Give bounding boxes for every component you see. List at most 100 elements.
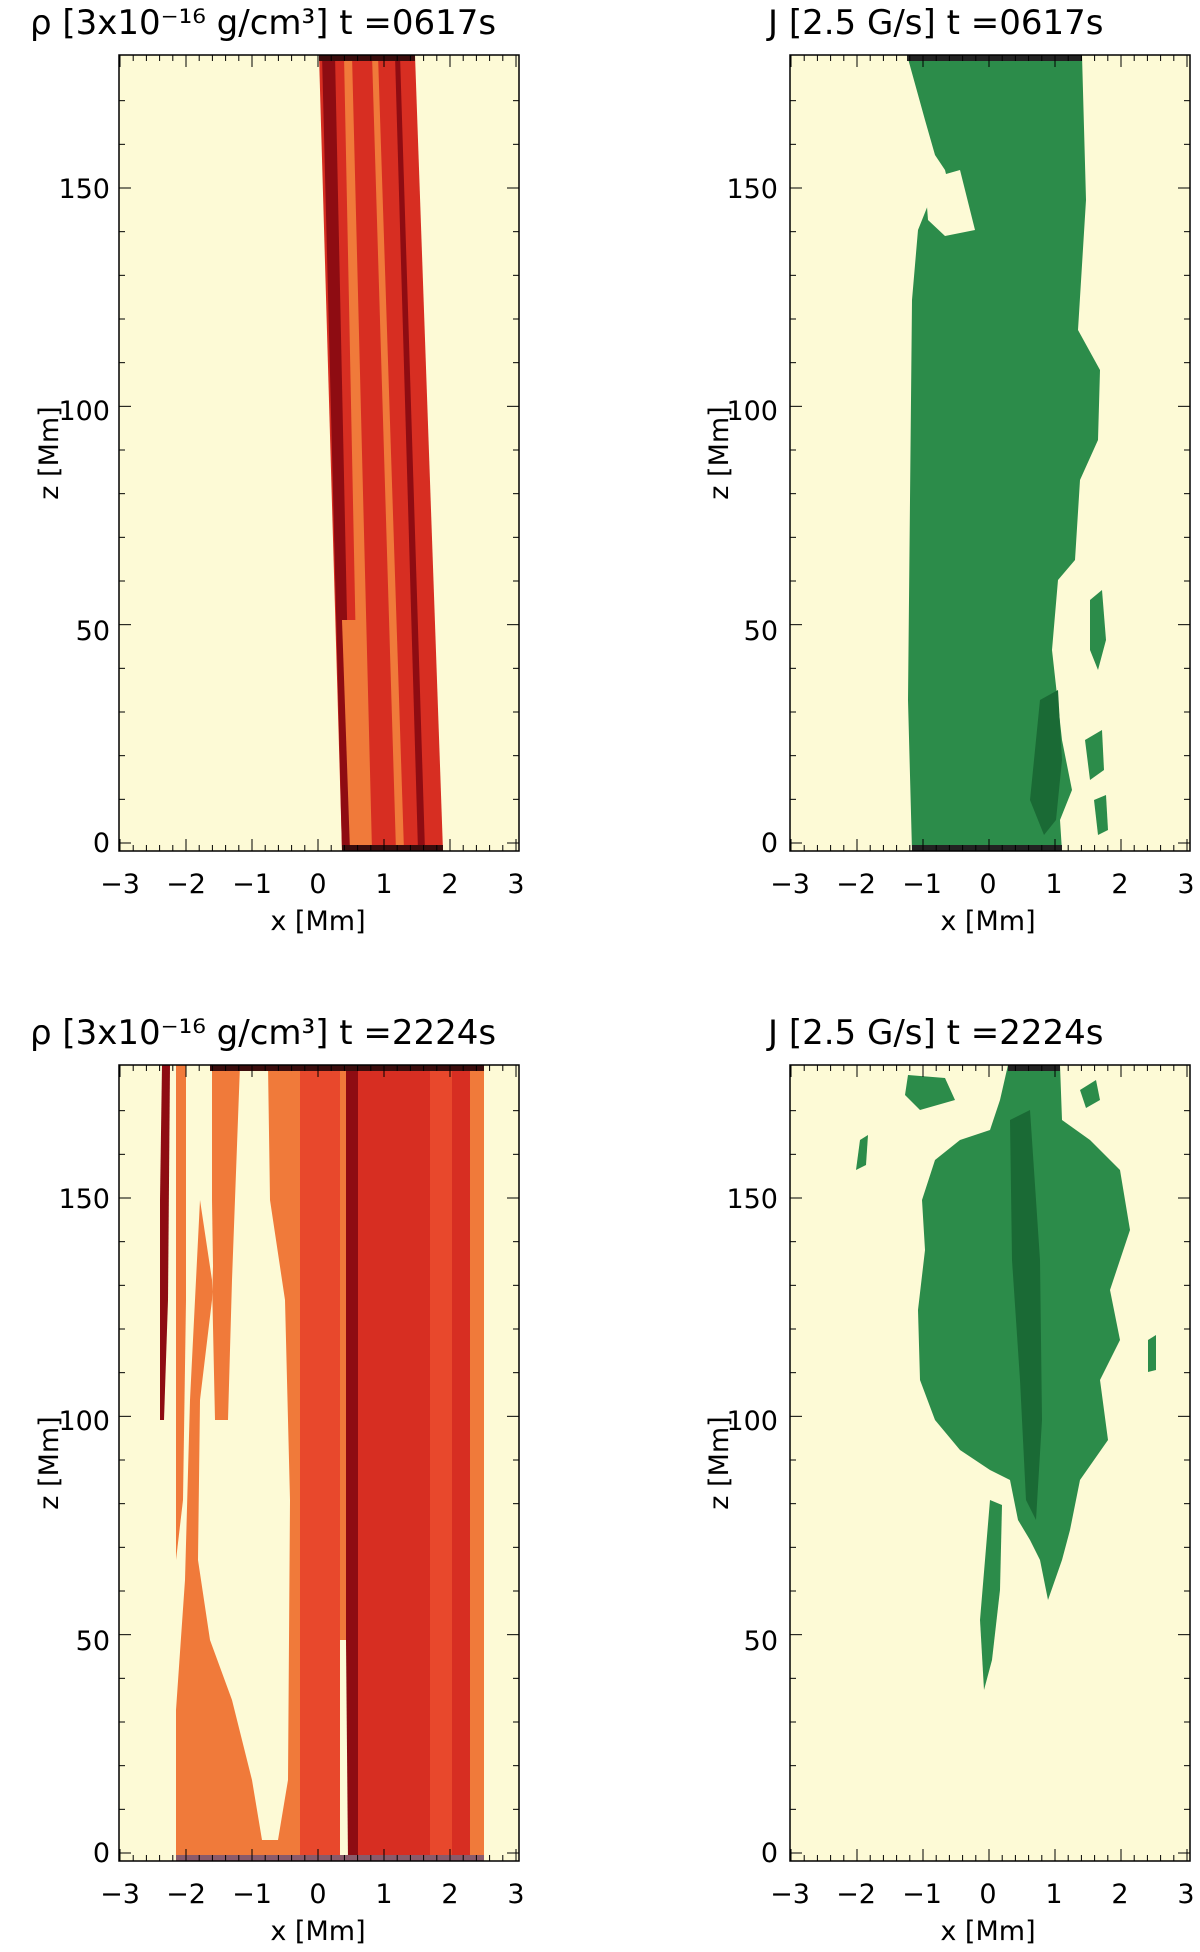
x-tick-label: 0: [309, 869, 326, 900]
x-tick-label: −2: [836, 1879, 876, 1910]
panel-title: J [2.5 G/s] t =2224s: [766, 1013, 1103, 1053]
y-ticks: 0 50 100 150: [726, 1184, 778, 1869]
plot-frame: [118, 1064, 520, 1862]
plot-frame: [789, 1064, 1191, 1862]
y-tick-label: 100: [726, 396, 778, 427]
current-isosurface-fragment: [1080, 1080, 1100, 1108]
x-tick-label: 2: [441, 1879, 458, 1910]
panel-title: ρ [3x10⁻¹⁶ g/cm³] t =2224s: [30, 1013, 496, 1053]
x-ticks: −3 −2 −1 0 1 2 3: [100, 869, 525, 900]
y-axis-label: z [Mm]: [704, 406, 735, 499]
current-isosurface-fragment: [1085, 730, 1104, 780]
x-tick-label: −3: [770, 1879, 810, 1910]
x-tick-label: −3: [100, 869, 140, 900]
x-axis-label: x [Mm]: [940, 1916, 1035, 1947]
y-tick-label: 150: [726, 1184, 778, 1215]
current-isosurface-shadow: [1010, 1110, 1042, 1520]
x-tick-label: 0: [979, 869, 996, 900]
boundary-strip-bottom: [342, 845, 443, 851]
y-ticks: 0 50 100 150: [58, 1184, 110, 1869]
y-tick-label: 0: [761, 1838, 778, 1869]
y-ticks: 0 50 100 150: [726, 174, 778, 859]
density-low-region: [185, 1065, 290, 1840]
current-isosurface-fragment: [1148, 1335, 1156, 1372]
x-tick-label: −1: [232, 1879, 272, 1910]
x-tick-label: 3: [507, 869, 524, 900]
current-isosurface-fragment: [905, 1075, 955, 1110]
plot-frame: [789, 54, 1191, 852]
current-isosurface-fragment: [980, 1500, 1002, 1690]
boundary-strip-bottom: [912, 845, 1062, 851]
x-axis-label: x [Mm]: [270, 1916, 365, 1947]
plot-background: [119, 55, 519, 851]
x-axis-label: x [Mm]: [940, 906, 1035, 937]
y-tick-label: 150: [726, 174, 778, 205]
y-tick-label: 100: [726, 1406, 778, 1437]
boundary-strip-top: [319, 55, 415, 61]
y-tick-label: 50: [76, 616, 110, 647]
x-tick-label: −3: [770, 869, 810, 900]
y-tick-label: 50: [744, 1626, 778, 1657]
panel-rho-2224: ρ [3x10⁻¹⁶ g/cm³] t =2224s −3 −2 −1 0 1 …: [30, 1013, 525, 1947]
x-tick-label: −1: [902, 1879, 942, 1910]
current-isosurface-gap: [925, 170, 975, 236]
boundary-strip-top: [1008, 1065, 1060, 1071]
x-ticks: −3 −2 −1 0 1 2 3: [770, 1879, 1195, 1910]
panel-j-0617: J [2.5 G/s] t =0617s −3 −2 −1 0 1 2 3 0 …: [704, 3, 1195, 937]
density-strand-light: [372, 55, 404, 851]
x-tick-label: 3: [507, 1879, 524, 1910]
x-tick-label: 0: [309, 1879, 326, 1910]
x-tick-label: 2: [1111, 1879, 1128, 1910]
x-ticks: −3 −2 −1 0 1 2 3: [770, 869, 1195, 900]
boundary-strip-top: [907, 55, 1082, 61]
x-tick-label: 2: [441, 869, 458, 900]
x-tick-label: 1: [1045, 869, 1062, 900]
x-tick-label: −2: [166, 1879, 206, 1910]
y-axis-label: z [Mm]: [704, 1416, 735, 1509]
density-strand-light: [470, 1065, 484, 1861]
density-filament: [176, 1065, 186, 1560]
x-axis-label: x [Mm]: [270, 906, 365, 937]
density-notch: [340, 1640, 348, 1861]
y-tick-label: 100: [58, 396, 110, 427]
density-filament: [212, 1065, 238, 1420]
x-tick-label: 3: [1177, 869, 1194, 900]
density-strand-dark: [346, 1065, 358, 1861]
density-strand-light: [430, 1065, 452, 1861]
panel-rho-0617: ρ [3x10⁻¹⁶ g/cm³] t =0617s −3 −2 −1 0 1 …: [30, 3, 525, 937]
panel-title: ρ [3x10⁻¹⁶ g/cm³] t =0617s: [30, 3, 496, 43]
x-tick-label: 2: [1111, 869, 1128, 900]
x-ticks: −3 −2 −1 0 1 2 3: [100, 1879, 525, 1910]
y-tick-label: 150: [58, 1184, 110, 1215]
current-isosurface-shadow: [1030, 690, 1062, 835]
y-axis-label: z [Mm]: [34, 406, 65, 499]
x-tick-label: 0: [979, 1879, 996, 1910]
boundary-strip-bottom: [176, 1855, 484, 1861]
current-isosurface-fragment: [1090, 590, 1106, 670]
x-tick-label: −1: [902, 869, 942, 900]
y-tick-label: 0: [93, 828, 110, 859]
density-column: [348, 1065, 484, 1861]
y-axis-label: z [Mm]: [34, 1416, 65, 1509]
tick-marks: [119, 55, 1190, 1861]
panel-title: J [2.5 G/s] t =0617s: [766, 3, 1103, 43]
x-tick-label: 3: [1177, 1879, 1194, 1910]
y-tick-label: 100: [58, 1406, 110, 1437]
x-tick-label: −1: [232, 869, 272, 900]
plot-frame: [118, 54, 520, 852]
density-filament-dark: [160, 1065, 170, 1420]
density-strand-dark: [300, 1065, 340, 1861]
current-isosurface-fragment: [856, 1135, 868, 1170]
density-strand-light: [342, 620, 372, 851]
x-tick-label: −2: [836, 869, 876, 900]
y-tick-label: 0: [761, 828, 778, 859]
y-ticks: 0 50 100 150: [58, 174, 110, 859]
x-tick-label: 1: [1045, 1879, 1062, 1910]
density-strand-light: [344, 55, 372, 851]
y-tick-label: 50: [744, 616, 778, 647]
current-isosurface: [907, 55, 1100, 851]
current-isosurface-fragment: [1094, 795, 1108, 835]
x-tick-label: −2: [166, 869, 206, 900]
panel-j-2224: J [2.5 G/s] t =2224s −3 −2 −1 0 1 2 3 0 …: [704, 1013, 1195, 1947]
